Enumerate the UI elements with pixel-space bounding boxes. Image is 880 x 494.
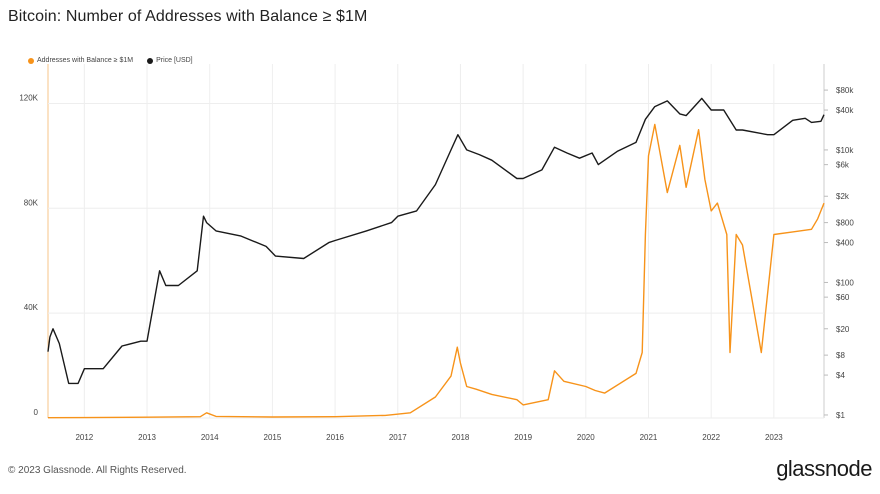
legend-dot-orange <box>28 57 34 64</box>
right-tick-label: $80k <box>836 86 854 95</box>
right-tick-label: $8 <box>836 351 845 360</box>
right-tick-label: $800 <box>836 219 854 228</box>
x-tick-label: 2013 <box>138 433 156 442</box>
x-tick-label: 2016 <box>326 433 344 442</box>
x-tick-label: 2012 <box>75 433 93 442</box>
price-series-line <box>47 97 825 385</box>
x-tick-label: 2020 <box>577 433 595 442</box>
glassnode-logo: glassnode <box>776 456 872 481</box>
x-tick-label: 2021 <box>640 433 658 442</box>
left-tick-label: 0 <box>34 408 39 417</box>
right-tick-label: $100 <box>836 278 854 287</box>
right-tick-label: $10k <box>836 146 854 155</box>
right-tick-label: $60 <box>836 293 850 302</box>
x-tick-label: 2023 <box>765 433 783 442</box>
legend-dot-black <box>147 57 154 64</box>
left-tick-label: 80K <box>24 198 39 207</box>
right-tick-label: $4 <box>836 371 845 380</box>
right-tick-label: $400 <box>836 239 854 248</box>
addresses-series-line <box>47 123 825 419</box>
copyright-text: © 2023 Glassnode. All Rights Reserved. <box>8 465 187 476</box>
right-tick-label: $2k <box>836 192 850 201</box>
x-tick-label: 2022 <box>702 433 720 442</box>
legend: Addresses with Balance ≥ $1M Price [USD] <box>28 57 193 64</box>
legend-item-addresses[interactable]: Addresses with Balance ≥ $1M <box>28 57 133 64</box>
legend-label-addresses: Addresses with Balance ≥ $1M <box>37 57 134 64</box>
x-tick-label: 2014 <box>201 433 219 442</box>
x-tick-label: 2018 <box>452 433 470 442</box>
right-tick-label: $1 <box>836 411 845 420</box>
legend-label-price: Price [USD] <box>156 57 193 64</box>
chart-title: Bitcoin: Number of Addresses with Balanc… <box>8 8 368 25</box>
right-tick-label: $20 <box>836 325 850 334</box>
left-tick-label: 120K <box>19 93 38 102</box>
x-tick-label: 2015 <box>264 433 282 442</box>
right-tick-label: $40k <box>836 106 854 115</box>
right-tick-label: $6k <box>836 161 850 170</box>
x-tick-label: 2017 <box>389 433 407 442</box>
x-tick-label: 2019 <box>514 433 532 442</box>
left-tick-label: 40K <box>24 303 39 312</box>
legend-item-price[interactable]: Price [USD] <box>147 57 193 64</box>
